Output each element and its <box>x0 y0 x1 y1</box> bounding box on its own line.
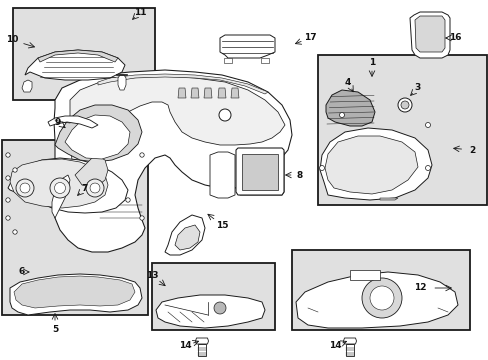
Polygon shape <box>346 344 353 356</box>
Text: 7: 7 <box>81 184 88 193</box>
Circle shape <box>86 179 104 197</box>
Circle shape <box>13 168 17 172</box>
Polygon shape <box>218 88 225 98</box>
Polygon shape <box>261 58 268 63</box>
Polygon shape <box>8 158 128 213</box>
Polygon shape <box>319 128 431 200</box>
Polygon shape <box>325 90 374 126</box>
Circle shape <box>54 183 65 194</box>
Bar <box>349 270 379 280</box>
Text: 1: 1 <box>368 58 374 67</box>
Polygon shape <box>325 136 417 194</box>
Polygon shape <box>52 70 291 252</box>
Polygon shape <box>409 12 449 58</box>
Circle shape <box>6 153 10 157</box>
Text: 17: 17 <box>303 33 316 42</box>
Circle shape <box>13 230 17 234</box>
Circle shape <box>361 278 401 318</box>
Polygon shape <box>178 88 185 98</box>
Polygon shape <box>224 58 231 63</box>
Circle shape <box>369 286 393 310</box>
Circle shape <box>90 183 100 193</box>
Circle shape <box>214 302 225 314</box>
Circle shape <box>16 179 34 197</box>
Text: 13: 13 <box>145 270 158 279</box>
Polygon shape <box>295 272 457 328</box>
Polygon shape <box>98 74 267 94</box>
Polygon shape <box>164 215 204 255</box>
Text: 14: 14 <box>178 342 191 351</box>
Bar <box>291 250 469 330</box>
Polygon shape <box>209 152 235 198</box>
Circle shape <box>140 216 144 220</box>
Polygon shape <box>175 225 200 250</box>
Text: 11: 11 <box>134 8 146 17</box>
Polygon shape <box>236 148 284 195</box>
Polygon shape <box>156 295 264 328</box>
Polygon shape <box>379 198 397 200</box>
Text: 14: 14 <box>328 342 341 351</box>
Circle shape <box>425 122 429 127</box>
Polygon shape <box>243 155 279 190</box>
Circle shape <box>6 216 10 220</box>
Polygon shape <box>191 88 199 98</box>
Polygon shape <box>22 80 32 92</box>
Circle shape <box>400 101 408 109</box>
Text: 15: 15 <box>215 220 228 230</box>
Circle shape <box>140 153 144 157</box>
Polygon shape <box>10 274 142 315</box>
Polygon shape <box>242 154 278 190</box>
Text: 10: 10 <box>6 36 18 45</box>
Text: 6: 6 <box>19 267 25 276</box>
Polygon shape <box>52 175 70 218</box>
Polygon shape <box>195 338 208 344</box>
Bar <box>152 263 274 330</box>
Text: 8: 8 <box>296 171 303 180</box>
Polygon shape <box>55 105 142 162</box>
Polygon shape <box>75 155 108 188</box>
Polygon shape <box>343 338 356 344</box>
Polygon shape <box>203 88 212 98</box>
Circle shape <box>339 112 344 117</box>
Text: 2: 2 <box>468 145 474 154</box>
Circle shape <box>125 198 130 202</box>
Circle shape <box>50 178 70 198</box>
Text: 9: 9 <box>55 117 61 126</box>
Polygon shape <box>118 75 126 90</box>
Polygon shape <box>48 116 98 128</box>
Polygon shape <box>65 115 130 159</box>
Text: 5: 5 <box>52 325 58 334</box>
Polygon shape <box>38 50 118 62</box>
Circle shape <box>219 109 230 121</box>
Text: 4: 4 <box>344 77 350 86</box>
Text: 3: 3 <box>414 84 420 93</box>
Polygon shape <box>70 76 285 170</box>
Polygon shape <box>414 16 444 52</box>
Circle shape <box>6 176 10 180</box>
Bar <box>13 8 155 100</box>
Text: 16: 16 <box>448 33 460 42</box>
Text: 12: 12 <box>413 284 426 292</box>
Polygon shape <box>230 88 239 98</box>
Circle shape <box>319 166 324 171</box>
Polygon shape <box>238 150 284 195</box>
Polygon shape <box>198 344 205 356</box>
Circle shape <box>6 198 10 202</box>
Circle shape <box>20 183 30 193</box>
Polygon shape <box>10 159 108 208</box>
Bar <box>317 55 486 205</box>
Polygon shape <box>220 35 274 58</box>
Circle shape <box>425 166 429 171</box>
Polygon shape <box>14 276 135 308</box>
Bar <box>2 140 148 315</box>
Polygon shape <box>25 50 125 80</box>
Circle shape <box>397 98 411 112</box>
